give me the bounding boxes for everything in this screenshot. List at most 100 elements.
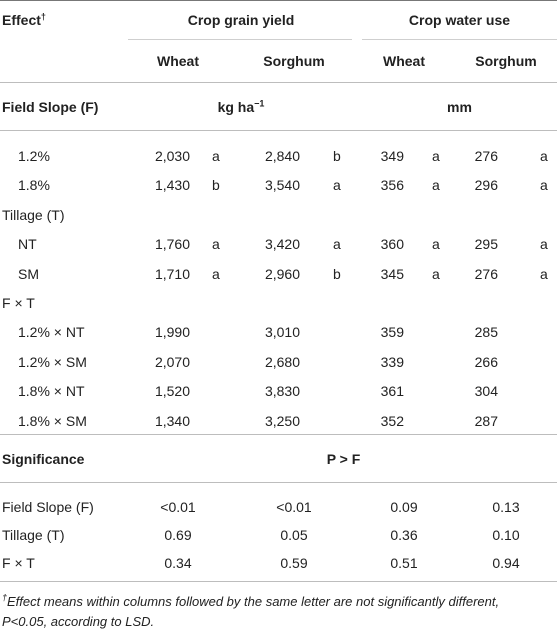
cell-value: 1,710 — [154, 266, 190, 282]
yield-unit: kg ha−1 — [130, 99, 352, 115]
table-top-rule — [0, 0, 557, 1]
significance-header: P > F — [326, 451, 361, 467]
cell-value: 287 — [474, 413, 498, 429]
group1-underline — [128, 39, 352, 40]
p-value: 0.10 — [492, 527, 520, 543]
effect-header-label: Effect — [2, 12, 41, 28]
cell-value: 295 — [474, 236, 498, 252]
yield-unit-exponent: −1 — [254, 98, 265, 109]
group-crop-grain-yield: Crop grain yield — [187, 12, 295, 28]
row-label: 1.8% × NT — [18, 383, 85, 399]
cell-value: 356 — [380, 177, 404, 193]
row-label: 1.8% — [18, 177, 50, 193]
footnote-mark: † — [2, 592, 8, 603]
body-bottom-rule — [0, 434, 557, 435]
cell-value: 1,340 — [154, 413, 190, 429]
row-label: SM — [18, 266, 39, 282]
cell-value: 285 — [474, 324, 498, 340]
p-value: 0.34 — [164, 555, 192, 571]
significance-letter: a — [333, 236, 341, 252]
significance-letter: a — [432, 266, 440, 282]
cell-value: 339 — [380, 354, 404, 370]
group-crop-water-use: Crop water use — [408, 12, 511, 28]
cell-value: 352 — [380, 413, 404, 429]
row-label: 1.2% × NT — [18, 324, 85, 340]
subheader-wheat-yield: Wheat — [157, 53, 199, 69]
significance-letter: a — [333, 177, 341, 193]
cell-value: 3,420 — [264, 236, 300, 252]
subheader-sorghum-water: Sorghum — [475, 53, 537, 69]
significance-row-label: F × T — [2, 555, 35, 571]
p-value: 0.94 — [492, 555, 520, 571]
cell-value: 2,680 — [264, 354, 300, 370]
p-value: 0.69 — [164, 527, 192, 543]
significance-letter: a — [432, 177, 440, 193]
cell-value: 360 — [380, 236, 404, 252]
footnote: †Effect means within columns followed by… — [2, 592, 557, 632]
significance-letter: a — [540, 177, 548, 193]
p-value: 0.51 — [390, 555, 418, 571]
significance-label: Significance — [2, 451, 85, 467]
cell-value: 276 — [474, 266, 498, 282]
row-label: Tillage (T) — [2, 207, 65, 223]
effect-header: Effect† — [2, 12, 46, 28]
cell-value: 2,960 — [264, 266, 300, 282]
row-label: 1.2% × SM — [18, 354, 87, 370]
footnote-line-2: P<0.05, according to LSD. — [2, 614, 155, 629]
cell-value: 1,990 — [154, 324, 190, 340]
cell-value: 3,830 — [264, 383, 300, 399]
p-value: 0.59 — [280, 555, 308, 571]
cell-value: 3,250 — [264, 413, 300, 429]
significance-letter: a — [212, 236, 220, 252]
p-value: 0.36 — [390, 527, 418, 543]
p-value: 0.09 — [390, 499, 418, 515]
cell-value: 2,840 — [264, 148, 300, 164]
subheader-wheat-water: Wheat — [383, 53, 425, 69]
yield-unit-base: kg ha — [217, 99, 255, 115]
row-label: F × T — [2, 295, 35, 311]
water-unit: mm — [447, 99, 472, 115]
cell-value: 1,760 — [154, 236, 190, 252]
p-value: <0.01 — [276, 499, 312, 515]
p-value: 0.05 — [280, 527, 308, 543]
table-bottom-rule — [0, 581, 557, 582]
significance-letter: a — [432, 148, 440, 164]
footnote-text-1: Effect means within columns followed by … — [7, 594, 500, 609]
p-value: <0.01 — [160, 499, 196, 515]
cell-value: 2,070 — [154, 354, 190, 370]
field-slope-header: Field Slope (F) — [2, 99, 99, 115]
significance-row-label: Tillage (T) — [2, 527, 65, 543]
cell-value: 359 — [380, 324, 404, 340]
cell-value: 266 — [474, 354, 498, 370]
significance-letter: a — [432, 236, 440, 252]
cell-value: 345 — [380, 266, 404, 282]
row-label: 1.8% × SM — [18, 413, 87, 429]
significance-letter: b — [333, 266, 341, 282]
cell-value: 304 — [474, 383, 498, 399]
cell-value: 3,010 — [264, 324, 300, 340]
header-bottom-rule — [0, 82, 557, 83]
significance-letter: a — [212, 266, 220, 282]
significance-letter: a — [212, 148, 220, 164]
cell-value: 349 — [380, 148, 404, 164]
significance-rule — [0, 482, 557, 483]
p-value: 0.13 — [492, 499, 520, 515]
subheader-sorghum-yield: Sorghum — [263, 53, 325, 69]
significance-letter: a — [540, 266, 548, 282]
cell-value: 1,430 — [154, 177, 190, 193]
cell-value: 1,520 — [154, 383, 190, 399]
group2-underline — [362, 39, 557, 40]
significance-row-label: Field Slope (F) — [2, 499, 94, 515]
row-label: 1.2% — [18, 148, 50, 164]
row-label: NT — [18, 236, 37, 252]
cell-value: 361 — [380, 383, 404, 399]
cell-value: 276 — [474, 148, 498, 164]
cell-value: 296 — [474, 177, 498, 193]
units-bottom-rule — [0, 130, 557, 131]
footnote-line-1: †Effect means within columns followed by… — [2, 592, 557, 612]
effect-header-mark: † — [40, 11, 46, 22]
significance-letter: a — [540, 236, 548, 252]
cell-value: 3,540 — [264, 177, 300, 193]
cell-value: 2,030 — [154, 148, 190, 164]
significance-letter: b — [212, 177, 220, 193]
